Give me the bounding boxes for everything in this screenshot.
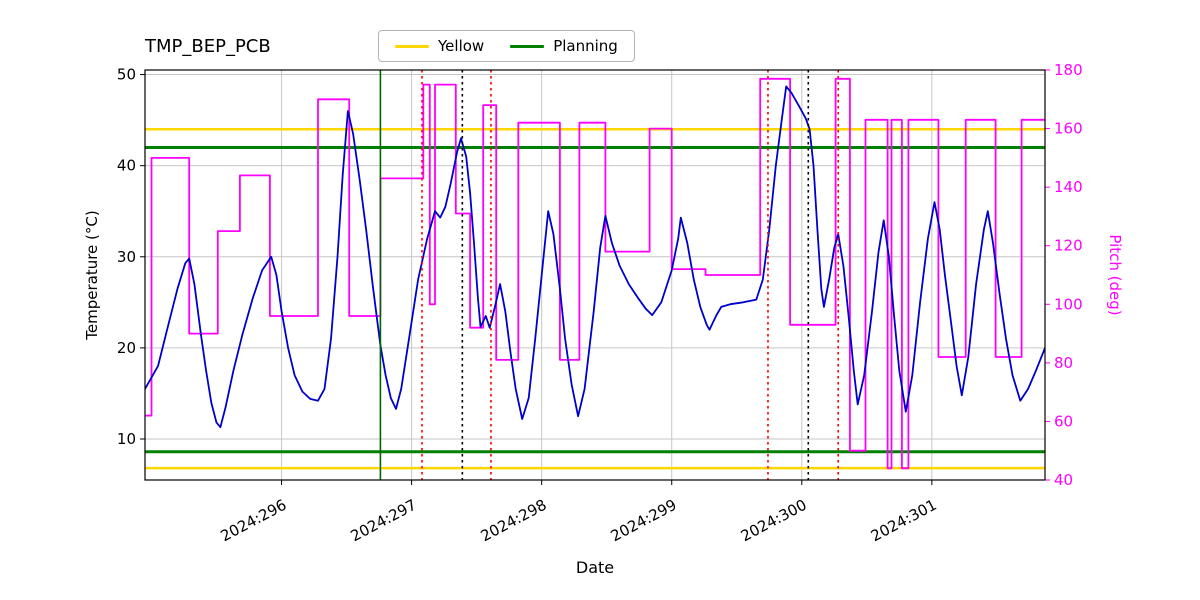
x-axis-label: Date [576, 558, 614, 577]
y-tick-label-right: 160 [1054, 120, 1083, 138]
x-tick-label: 2024:299 [608, 496, 680, 546]
y-tick-label-right: 180 [1054, 61, 1083, 79]
y-tick-label-left: 10 [117, 430, 136, 448]
legend: Yellow Planning [378, 30, 635, 62]
y-tick-label-right: 120 [1054, 237, 1083, 255]
yellow-line-swatch [395, 44, 429, 48]
y-tick-label-left: 20 [117, 339, 136, 357]
x-tick-label: 2024:300 [738, 496, 810, 546]
x-tick-label: 2024:301 [868, 496, 940, 546]
y-tick-label-right: 60 [1054, 412, 1073, 430]
y-tick-label-left: 40 [117, 157, 136, 175]
y-tick-label-right: 100 [1054, 295, 1083, 313]
temperature-line [145, 85, 1045, 429]
y-tick-label-right: 80 [1054, 354, 1073, 372]
y-tick-label-right: 140 [1054, 178, 1083, 196]
x-tick-label: 2024:296 [218, 496, 290, 546]
y-tick-label-left: 50 [117, 66, 136, 84]
x-tick-label: 2024:298 [478, 496, 550, 546]
pitch-line [145, 77, 1045, 470]
legend-item-planning: Planning [510, 37, 618, 55]
legend-label-yellow: Yellow [438, 37, 485, 55]
legend-label-planning: Planning [553, 37, 618, 55]
legend-item-yellow: Yellow [395, 37, 484, 55]
y-axis-label-right: Pitch (deg) [1106, 234, 1124, 315]
plot-border [144, 69, 1046, 481]
planning-line-swatch [510, 44, 545, 48]
y-axis-label-left: Temperature (°C) [83, 210, 101, 340]
y-tick-label-left: 30 [117, 248, 136, 266]
x-tick-label: 2024:297 [348, 496, 420, 546]
chart-title: TMP_BEP_PCB [144, 36, 271, 57]
y-tick-label-right: 40 [1054, 471, 1073, 489]
